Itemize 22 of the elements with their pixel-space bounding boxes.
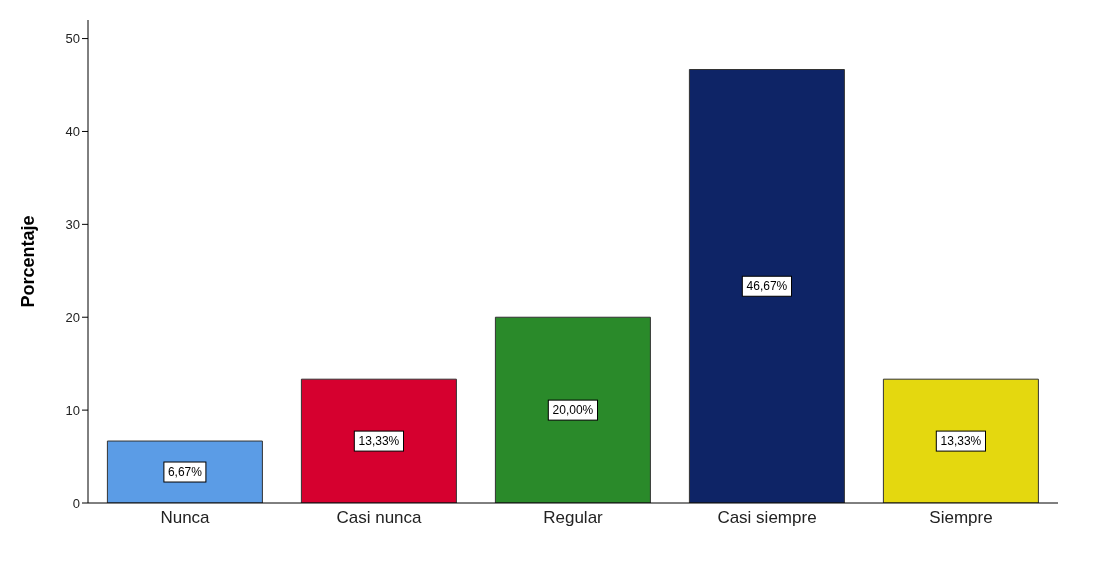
bar xyxy=(300,378,457,503)
y-tick-label: 40 xyxy=(65,124,80,140)
data-label: 46,67% xyxy=(746,279,788,294)
y-tick-label: 10 xyxy=(65,402,80,418)
y-tick-label: 0 xyxy=(72,495,80,511)
y-tick-label: 50 xyxy=(65,31,80,47)
data-label: 6,67% xyxy=(167,465,203,480)
bar xyxy=(494,316,651,503)
x-tick-label: Nunca xyxy=(160,508,211,528)
bar xyxy=(882,378,1039,503)
x-tick-label: Casi nunca xyxy=(336,508,423,528)
x-tick-label: Siempre xyxy=(929,508,993,528)
bar xyxy=(688,69,845,503)
y-axis-title: Porcentaje xyxy=(18,215,39,308)
x-tick-label: Regular xyxy=(543,508,604,528)
x-tick-label: Casi siempre xyxy=(717,508,817,528)
y-tick-label: 30 xyxy=(65,216,80,232)
bar xyxy=(106,440,263,503)
data-label: 13,33% xyxy=(358,434,400,449)
y-tick-label: 20 xyxy=(65,309,80,325)
data-label: 13,33% xyxy=(940,434,982,449)
data-label: 20,00% xyxy=(552,403,594,418)
